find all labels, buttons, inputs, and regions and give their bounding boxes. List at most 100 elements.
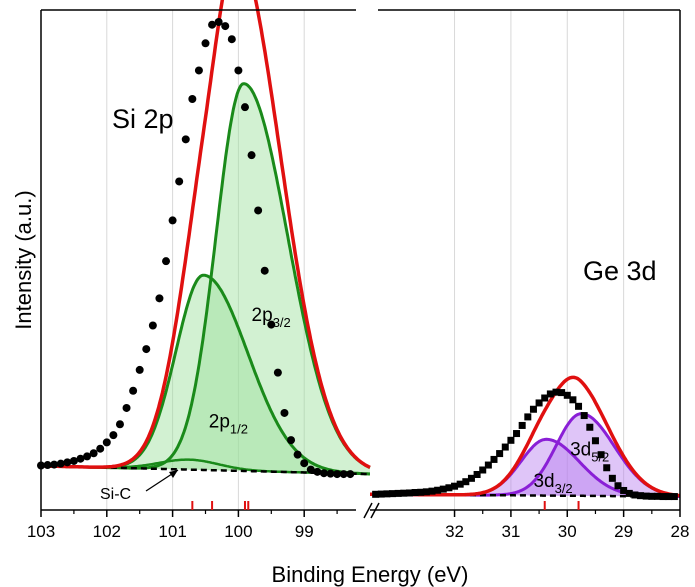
- data-point: [240, 103, 249, 112]
- region-label: Si 2p: [112, 104, 174, 134]
- data-point: [267, 320, 276, 329]
- data-point: [313, 467, 322, 476]
- data-point: [83, 452, 92, 461]
- data-point: [56, 459, 65, 468]
- data-point: [535, 399, 543, 407]
- data-point: [129, 386, 138, 395]
- data-point: [518, 421, 526, 429]
- data-point: [389, 490, 397, 498]
- data-point: [280, 408, 289, 417]
- data-point: [400, 489, 408, 497]
- y-axis-label: Intensity (a.u.): [11, 190, 36, 329]
- data-point: [162, 257, 171, 266]
- data-point: [214, 18, 223, 26]
- data-point: [552, 388, 560, 396]
- component-label-p12: 2p1/2: [209, 411, 248, 436]
- data-point: [563, 391, 571, 399]
- data-point: [642, 492, 650, 500]
- data-point: [181, 135, 190, 144]
- component-fill-3d5/2: [370, 413, 680, 497]
- x-tick-label: 30: [558, 522, 577, 541]
- data-point: [148, 321, 157, 330]
- x-tick-label: 29: [614, 522, 633, 541]
- data-point: [188, 95, 197, 104]
- data-point: [546, 390, 554, 398]
- data-point: [102, 438, 111, 447]
- data-point: [43, 461, 52, 470]
- data-point: [63, 458, 72, 467]
- data-point: [653, 492, 661, 500]
- data-point: [631, 491, 639, 499]
- component-fill-3d3/2: [370, 439, 680, 497]
- data-point: [417, 488, 425, 496]
- data-point: [591, 437, 599, 445]
- data-point: [501, 443, 509, 451]
- data-point: [306, 465, 315, 474]
- data-point: [168, 216, 177, 225]
- chart-labels: Si 2p 2p3/2 2p1/2 Si-C Ge 3d 3d5/2 3d3/2: [100, 104, 657, 503]
- data-point: [142, 345, 151, 354]
- data-markers: [37, 18, 678, 501]
- data-point: [377, 490, 385, 498]
- data-point: [234, 66, 243, 75]
- data-point: [558, 389, 566, 397]
- x-tick-label: 100: [224, 522, 252, 541]
- data-point: [339, 470, 348, 479]
- data-point: [451, 482, 459, 490]
- data-point: [467, 474, 475, 482]
- component-fill-2p3/2: [41, 83, 370, 475]
- data-point: [428, 487, 436, 495]
- data-point: [372, 490, 380, 498]
- data-point: [580, 412, 588, 420]
- axis-break-mark: [363, 502, 373, 519]
- x-tick-label: 32: [445, 522, 464, 541]
- data-point: [625, 489, 633, 497]
- x-tick-label: 28: [671, 522, 690, 541]
- data-point: [422, 488, 430, 496]
- data-point: [614, 482, 622, 490]
- data-point: [513, 430, 521, 438]
- data-point: [524, 413, 532, 421]
- data-point: [586, 423, 594, 431]
- data-point: [473, 471, 481, 478]
- data-point: [490, 455, 498, 463]
- data-point: [575, 402, 583, 410]
- x-tick-label: 102: [93, 522, 121, 541]
- data-point: [254, 206, 263, 215]
- sic-arrow-head: [169, 470, 178, 478]
- axis-break-mark: [370, 502, 380, 519]
- data-point: [89, 449, 98, 458]
- data-point: [541, 394, 549, 402]
- data-point: [462, 478, 470, 486]
- envelope-line: [40, 0, 371, 469]
- data-point: [175, 177, 184, 186]
- data-point: [620, 486, 628, 494]
- data-point: [608, 474, 616, 482]
- data-point: [96, 444, 105, 453]
- data-point: [293, 450, 302, 459]
- data-point: [201, 39, 210, 48]
- data-point: [326, 469, 335, 478]
- data-point: [273, 368, 282, 377]
- component-label-d32: 3d3/2: [533, 471, 572, 496]
- data-point: [405, 489, 413, 497]
- data-point: [507, 436, 515, 444]
- x-axis-label: Binding Energy (eV): [272, 562, 469, 587]
- data-point: [50, 460, 59, 469]
- data-point: [208, 20, 217, 29]
- data-point: [300, 459, 309, 468]
- data-point: [648, 492, 656, 500]
- data-point: [135, 365, 144, 374]
- data-point: [484, 461, 492, 469]
- data-point: [194, 66, 203, 75]
- data-point: [529, 405, 537, 413]
- data-point: [439, 485, 447, 493]
- data-point: [659, 493, 667, 501]
- component-label-p32: 2p3/2: [252, 305, 291, 330]
- data-point: [227, 35, 236, 44]
- data-point: [333, 470, 342, 479]
- data-point: [670, 493, 678, 501]
- component-fills: [41, 83, 680, 497]
- data-point: [319, 469, 328, 478]
